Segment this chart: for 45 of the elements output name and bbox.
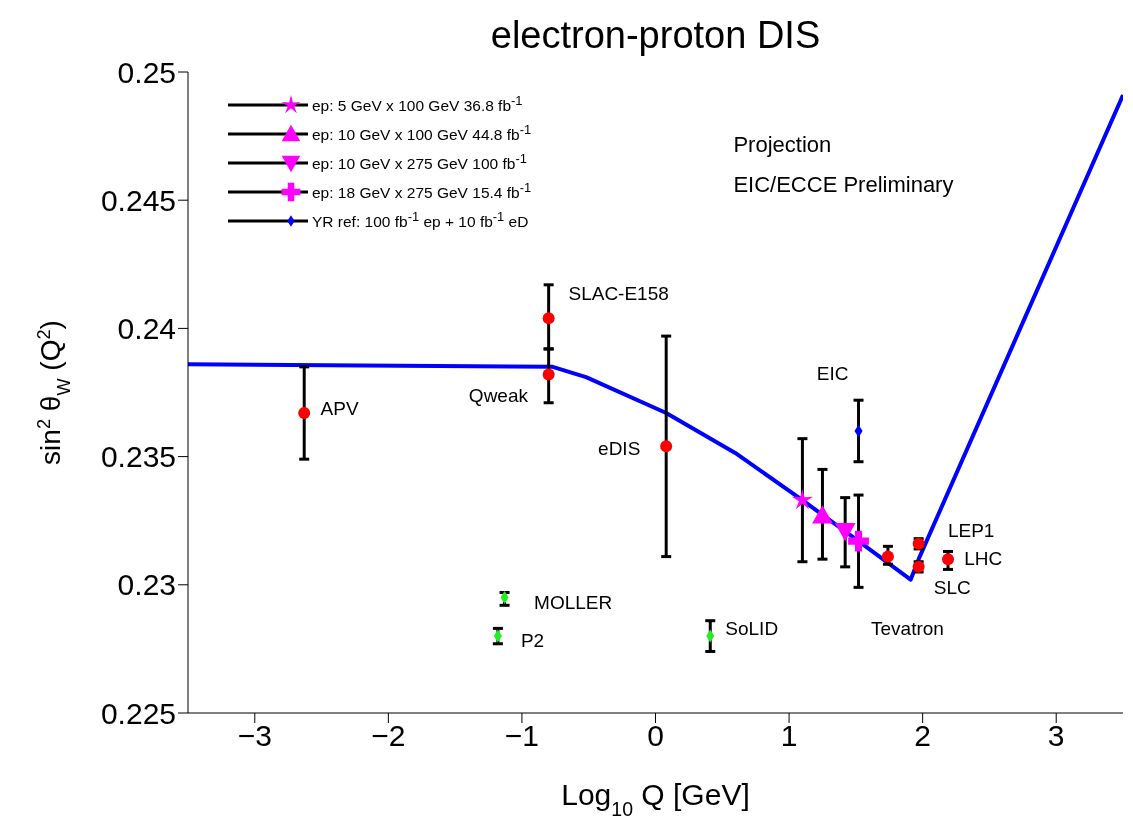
x-tick-label: 1 [780, 719, 798, 753]
legend-label: ep: 10 GeV x 100 GeV 44.8 fb$^{-1}$ [312, 122, 532, 145]
x-tick-label: 2 [914, 719, 931, 753]
legend-label: ep: 5 GeV x 100 GeV 36.8 fb$^{-1}$ [312, 93, 523, 116]
line-series [188, 93, 1123, 582]
annotation: Qweak [468, 384, 529, 406]
annotation: P2 [520, 630, 545, 652]
annotation: EIC/ECCE Preliminary [733, 171, 954, 197]
point [812, 505, 833, 524]
x-tick-label: −3 [237, 719, 272, 753]
annotation: MOLLER [534, 592, 613, 614]
y-tick-label: 0.225 [100, 696, 176, 730]
annotation: SLAC-E158 [568, 282, 669, 304]
annotation: Projection [733, 131, 832, 157]
annotation: LEP1 [947, 520, 995, 542]
point [298, 407, 311, 420]
annotation: Tevatron [871, 617, 944, 639]
point [848, 530, 869, 552]
y-tick-label: 0.25 [117, 55, 176, 89]
annotation: eDIS [598, 437, 641, 459]
point [660, 440, 673, 453]
legend-label: ep: 18 GeV x 275 GeV 15.4 fb$^{-1}$ [312, 180, 532, 203]
point [881, 550, 894, 563]
x-tick-label: −1 [504, 719, 540, 753]
annotation: LHC [964, 547, 1003, 569]
point [791, 488, 814, 510]
annotation: EIC [816, 362, 849, 384]
legend-label: ep: 10 GeV x 275 GeV 100 fb$^{-1}$ [312, 151, 527, 174]
point [942, 553, 955, 566]
x-tick-label: −2 [371, 719, 406, 753]
x-tick-label: 0 [647, 719, 664, 753]
point [542, 368, 555, 381]
x-tick-label: 3 [1047, 719, 1065, 753]
annotation: APV [320, 397, 359, 419]
legend-label: YR ref: 100 fb$^{-1}$ ep + 10 fb$^{-1}$ eD [312, 209, 529, 232]
y-tick-label: 0.245 [100, 183, 176, 217]
point [834, 522, 856, 542]
annotation: SLC [933, 576, 971, 598]
x-axis-title: Log$_{10}$ Q [GeV] [561, 778, 750, 820]
y-tick-label: 0.24 [117, 312, 176, 346]
annotation: SoLID [725, 617, 779, 639]
chart-title: electron-proton DIS [490, 14, 821, 56]
point [542, 312, 555, 325]
y-tick-label: 0.235 [100, 440, 176, 474]
y-tick-label: 0.23 [117, 568, 176, 602]
